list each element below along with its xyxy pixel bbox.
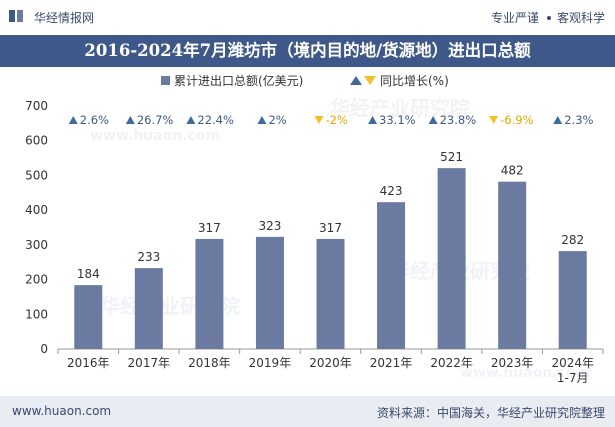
bar-value-label: 323 bbox=[258, 219, 281, 233]
page-title: 2016-2024年7月潍坊市（境内目的地/货源地）进出口总额 bbox=[84, 41, 531, 60]
growth-up-triangle-icon bbox=[68, 116, 78, 124]
bar[interactable] bbox=[558, 251, 587, 349]
bar[interactable] bbox=[74, 285, 103, 349]
bar[interactable] bbox=[195, 238, 224, 349]
growth-up-triangle-icon bbox=[186, 116, 196, 124]
x-category-label: 2017年 bbox=[128, 356, 171, 370]
bar-value-label: 317 bbox=[319, 221, 342, 235]
growth-up-triangle-icon bbox=[428, 116, 438, 124]
chart: 累计进出口总额(亿美元) 同比增长(%) 0 100 200 300 400 500 600 70… bbox=[25, 73, 604, 385]
legend-down-triangle-icon bbox=[364, 76, 376, 85]
y-tick-label: 600 bbox=[25, 134, 48, 148]
bar-value-label: 521 bbox=[440, 150, 463, 164]
brand-logo-icon bbox=[9, 10, 23, 22]
bar[interactable] bbox=[316, 238, 345, 349]
bar[interactable] bbox=[498, 181, 527, 349]
x-category-label: 2023年 bbox=[491, 356, 534, 370]
growth-up-triangle-icon bbox=[257, 116, 267, 124]
bar-value-label: 184 bbox=[77, 267, 100, 281]
brand-name: 华经情报网 bbox=[34, 11, 95, 25]
growth-label: 26.7% bbox=[137, 113, 174, 127]
bar-value-label: 282 bbox=[561, 233, 584, 247]
source-note: 资料来源：中国海关，华经产业研究院整理 bbox=[376, 406, 605, 420]
growth-down-triangle-icon bbox=[489, 116, 499, 124]
x-category-label: 2016年 bbox=[67, 356, 110, 370]
legend-up-triangle-icon bbox=[350, 76, 362, 85]
bar-value-label: 317 bbox=[198, 221, 221, 235]
x-category-label: 2018年 bbox=[188, 356, 231, 370]
tagline-1: 专业严谨 bbox=[490, 11, 539, 25]
bar[interactable] bbox=[134, 268, 163, 349]
growth-label: 2.6% bbox=[80, 113, 109, 127]
y-tick-label: 200 bbox=[25, 273, 48, 287]
bar[interactable] bbox=[437, 168, 466, 349]
growth-label: 2% bbox=[268, 113, 286, 127]
legend-swatch-total bbox=[161, 76, 170, 85]
website-link[interactable]: www.huaon.com bbox=[12, 404, 112, 418]
growth-label: 22.4% bbox=[197, 113, 234, 127]
y-tick-label: 400 bbox=[25, 203, 48, 217]
x-category-label: 2021年 bbox=[370, 356, 413, 370]
bottom-bar: www.huaon.com 资料来源：中国海关，华经产业研究院整理 bbox=[0, 396, 615, 427]
tagline: 专业严谨 客观科学 bbox=[491, 9, 605, 26]
growth-label: -2% bbox=[326, 113, 348, 127]
bar[interactable] bbox=[377, 202, 406, 349]
growth-up-triangle-icon bbox=[125, 116, 135, 124]
bar-value-label: 482 bbox=[501, 164, 524, 178]
y-tick-label: 300 bbox=[25, 238, 48, 252]
bar[interactable] bbox=[255, 236, 284, 349]
x-category-label: 2019年 bbox=[249, 356, 292, 370]
x-category-label: 2024年 bbox=[551, 356, 594, 370]
growth-label: -6.9% bbox=[500, 113, 533, 127]
y-tick-label: 500 bbox=[25, 168, 48, 182]
growth-label: 2.3% bbox=[564, 113, 593, 127]
growth-up-triangle-icon bbox=[368, 116, 378, 124]
growth-label: 23.8% bbox=[440, 113, 477, 127]
x-category-label: 2020年 bbox=[309, 356, 352, 370]
x-category-label: 2022年 bbox=[430, 356, 473, 370]
legend-label-total: 累计进出口总额(亿美元) bbox=[174, 73, 303, 88]
y-tick-label: 700 bbox=[25, 99, 48, 113]
bar-value-label: 233 bbox=[137, 250, 160, 264]
growth-label: 33.1% bbox=[379, 113, 416, 127]
bar-value-label: 423 bbox=[380, 184, 403, 198]
title-bar: 2016-2024年7月潍坊市（境内目的地/货源地）进出口总额 bbox=[0, 35, 615, 67]
dot-separator-icon bbox=[546, 15, 551, 20]
top-bar: 华经情报网 专业严谨 客观科学 bbox=[0, 0, 615, 34]
x-category-label: 1-7月 bbox=[557, 371, 589, 385]
legend-label-growth: 同比增长(%) bbox=[380, 74, 449, 88]
y-tick-label: 100 bbox=[25, 307, 48, 321]
tagline-2: 客观科学 bbox=[556, 11, 605, 25]
growth-down-triangle-icon bbox=[314, 116, 324, 124]
y-tick-label: 0 bbox=[40, 342, 48, 356]
growth-up-triangle-icon bbox=[553, 116, 563, 124]
